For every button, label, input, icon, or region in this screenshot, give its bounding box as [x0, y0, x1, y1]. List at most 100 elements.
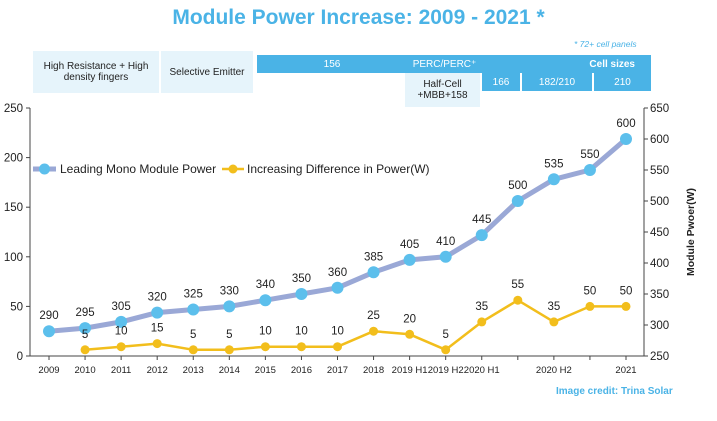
band-size-166: 166	[482, 73, 520, 91]
x-tick-label: 2020 H1	[464, 365, 500, 376]
difference-point	[224, 345, 234, 355]
power-point	[547, 173, 560, 186]
power-point	[475, 229, 488, 242]
difference-data-label: 35	[475, 301, 488, 313]
difference-data-label: 5	[226, 329, 232, 341]
power-data-label: 550	[580, 149, 599, 161]
y-left-tick-label: 150	[4, 202, 23, 214]
power-data-label: 320	[148, 292, 167, 304]
y-right-tick-label: 450	[650, 227, 669, 239]
power-data-label: 295	[75, 307, 94, 319]
x-tick-label: 2020 H2	[536, 365, 572, 376]
difference-data-label: 5	[190, 329, 196, 341]
y-right-tick-label: 250	[650, 351, 669, 363]
power-data-label: 405	[400, 239, 419, 251]
difference-data-label: 5	[82, 329, 88, 341]
power-data-label: 290	[39, 310, 58, 322]
difference-point	[333, 342, 342, 352]
difference-point	[405, 329, 415, 339]
power-point	[43, 325, 55, 338]
difference-data-label: 10	[115, 326, 128, 338]
y-right-tick-label: 600	[650, 134, 669, 146]
power-point	[115, 315, 128, 328]
difference-data-label: 10	[331, 326, 344, 338]
difference-point	[188, 345, 198, 355]
power-data-label: 535	[544, 158, 563, 170]
x-tick-label: 2009	[38, 365, 59, 376]
x-tick-label: 2014	[219, 365, 240, 376]
band-perc: PERC/PERC⁺	[407, 55, 482, 73]
difference-point	[80, 345, 90, 355]
band-high-resistance: High Resistance + High density fingers	[33, 51, 159, 93]
x-tick-label: 2010	[74, 365, 95, 376]
power-data-label: 600	[616, 118, 635, 130]
power-point	[439, 250, 452, 263]
band-size-210: 210	[594, 73, 651, 91]
band-cell-sizes: Cell sizes	[482, 55, 651, 73]
y-right-tick-label: 650	[650, 103, 669, 115]
power-data-label: 305	[112, 301, 131, 313]
difference-data-label: 35	[547, 301, 560, 313]
difference-data-label: 50	[584, 285, 597, 297]
y-right-tick-label: 550	[650, 165, 669, 177]
difference-point	[585, 301, 595, 311]
difference-point	[152, 339, 162, 349]
difference-data-label: 10	[259, 326, 272, 338]
x-tick-label: 2012	[147, 365, 168, 376]
x-tick-label: 2016	[291, 365, 312, 376]
y-right-tick-label: 500	[650, 196, 669, 208]
y-right-tick-label: 400	[650, 258, 669, 270]
power-point	[151, 306, 164, 319]
power-data-label: 360	[328, 267, 347, 279]
band-size-156: 156	[257, 55, 407, 73]
image-credit: Image credit: Trina Solar	[556, 386, 673, 397]
y-left-tick-label: 200	[4, 153, 23, 165]
power-point	[620, 133, 632, 145]
x-tick-label: 2015	[255, 365, 276, 376]
power-point	[367, 266, 380, 279]
legend-power-label: Leading Mono Module Power	[60, 162, 216, 176]
power-point	[187, 303, 200, 316]
power-point	[403, 253, 416, 266]
difference-data-label: 5	[442, 329, 448, 341]
difference-point	[369, 326, 379, 336]
y-right-tick-label: 300	[650, 320, 669, 332]
power-point	[295, 288, 308, 300]
x-tick-label: 2019 H2	[428, 365, 464, 376]
x-tick-label: 2021	[615, 365, 636, 376]
difference-point	[116, 342, 126, 352]
legend-power-swatch-dot	[39, 163, 50, 175]
x-tick-label: 2017	[327, 365, 348, 376]
power-point	[223, 300, 236, 313]
difference-data-label: 25	[367, 310, 380, 322]
y-left-tick-label: 250	[4, 103, 23, 115]
difference-point	[621, 301, 631, 311]
power-point	[583, 164, 596, 176]
difference-point	[549, 317, 559, 327]
difference-data-label: 55	[511, 279, 524, 291]
footnote: * 72+ cell panels	[574, 39, 637, 49]
y-left-tick-label: 50	[10, 301, 23, 313]
difference-point	[513, 295, 523, 305]
power-data-label: 500	[508, 180, 527, 192]
power-point	[331, 281, 344, 294]
band-size-182-210: 182/210	[522, 73, 592, 91]
power-data-label: 350	[292, 273, 311, 285]
power-point	[79, 322, 92, 335]
power-data-label: 340	[256, 279, 275, 291]
difference-data-label: 15	[151, 323, 164, 335]
y-left-tick-label: 0	[17, 351, 23, 363]
power-data-label: 410	[436, 236, 455, 248]
power-data-label: 385	[364, 251, 383, 263]
x-tick-label: 2013	[183, 365, 204, 376]
y-right-axis-label: Module Pwoer(W)	[685, 188, 697, 276]
difference-data-label: 20	[403, 313, 416, 325]
difference-point	[477, 317, 487, 327]
band-half-cell: Half-Cell +MBB+158	[405, 73, 480, 107]
difference-point	[296, 342, 306, 352]
legend-difference-label: Increasing Difference in Power(W)	[247, 162, 430, 176]
power-data-label: 445	[472, 214, 491, 226]
difference-line	[84, 298, 626, 352]
